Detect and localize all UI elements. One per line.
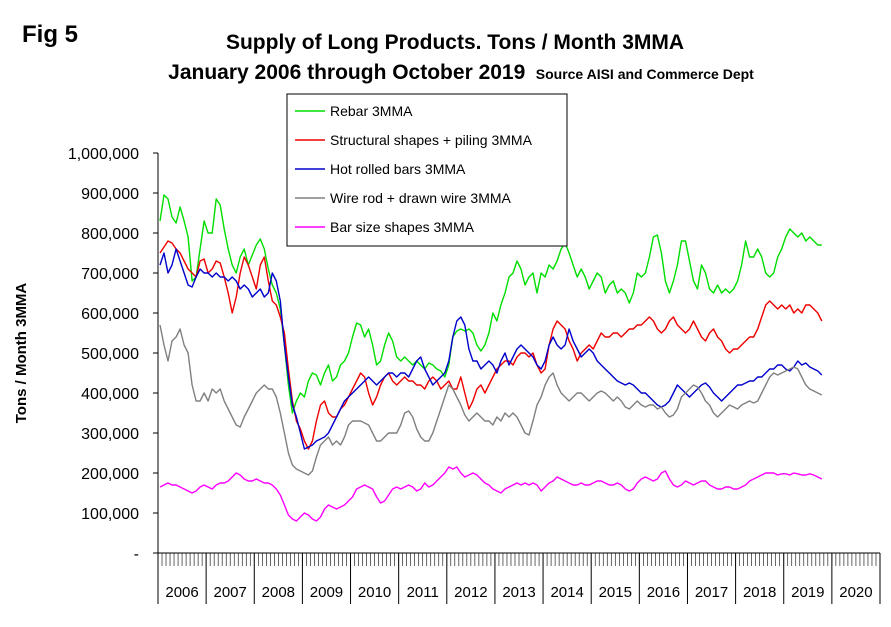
x-axis: 2006 2007 2008 2009 2010 2011 2012 2013 2014 2015… — [157, 552, 881, 604]
series-line — [159, 240, 823, 450]
y-tick-label: 500,000 — [81, 346, 139, 363]
y-tick-label: 600,000 — [81, 306, 139, 323]
series-line — [159, 324, 823, 476]
y-tick-label: 900,000 — [81, 186, 139, 203]
x-year-label: 2013 — [502, 584, 535, 601]
legend-items: Rebar 3MMA Structural shapes + piling 3MM… — [295, 103, 533, 235]
x-year-label: 2007 — [214, 584, 247, 601]
x-year-label: 2010 — [358, 584, 391, 601]
legend: Rebar 3MMA Structural shapes + piling 3MM… — [286, 93, 568, 247]
series-line — [159, 194, 822, 414]
series-layer — [159, 194, 823, 522]
x-year-label: 2020 — [839, 584, 872, 601]
series-line — [159, 248, 823, 450]
legend-box — [286, 93, 568, 247]
y-tick-label: 400,000 — [81, 386, 139, 403]
x-year-label: 2014 — [550, 584, 583, 601]
y-tick-label: 300,000 — [81, 426, 139, 443]
x-year-label: 2016 — [647, 584, 680, 601]
fig-label: Fig 5 — [22, 21, 78, 48]
y-tick-label: 200,000 — [81, 466, 139, 483]
y-tick-label: 700,000 — [81, 266, 139, 283]
source-note: Source AISI and Commerce Dept — [536, 66, 754, 82]
y-tick-label: - — [134, 546, 139, 563]
legend-entry: Bar size shapes 3MMA — [330, 219, 475, 235]
x-year-label: 2012 — [454, 584, 487, 601]
x-year-label: 2017 — [695, 584, 728, 601]
x-year-label: 2006 — [165, 584, 198, 601]
y-axis-label: Tons / Month 3MMA — [13, 283, 30, 424]
legend-entry: Rebar 3MMA — [330, 103, 413, 119]
y-axis: - 100,000 200,000 300,000 400,000 500,000 600,… — [68, 146, 159, 563]
x-year-label: 2018 — [743, 584, 776, 601]
chart-title: Supply of Long Products. Tons / Month 3M… — [226, 31, 684, 54]
series-line — [159, 466, 823, 522]
x-year-label: 2009 — [310, 584, 343, 601]
chart-subtitle-line: January 2006 through October 2019 Source… — [168, 61, 754, 84]
x-year-label: 2019 — [791, 584, 824, 601]
legend-entry: Hot rolled bars 3MMA — [330, 161, 466, 177]
y-tick-label: 800,000 — [81, 226, 139, 243]
x-year-label: 2015 — [599, 584, 632, 601]
x-year-label: 2008 — [262, 584, 295, 601]
legend-entry: Structural shapes + piling 3MMA — [330, 132, 533, 148]
x-year-label: 2011 — [407, 584, 439, 601]
chart-subtitle: January 2006 through October 2019 — [168, 61, 525, 84]
legend-entry: Wire rod + drawn wire 3MMA — [330, 190, 512, 206]
y-tick-label: 100,000 — [81, 506, 139, 523]
y-tick-label: 1,000,000 — [68, 146, 139, 163]
